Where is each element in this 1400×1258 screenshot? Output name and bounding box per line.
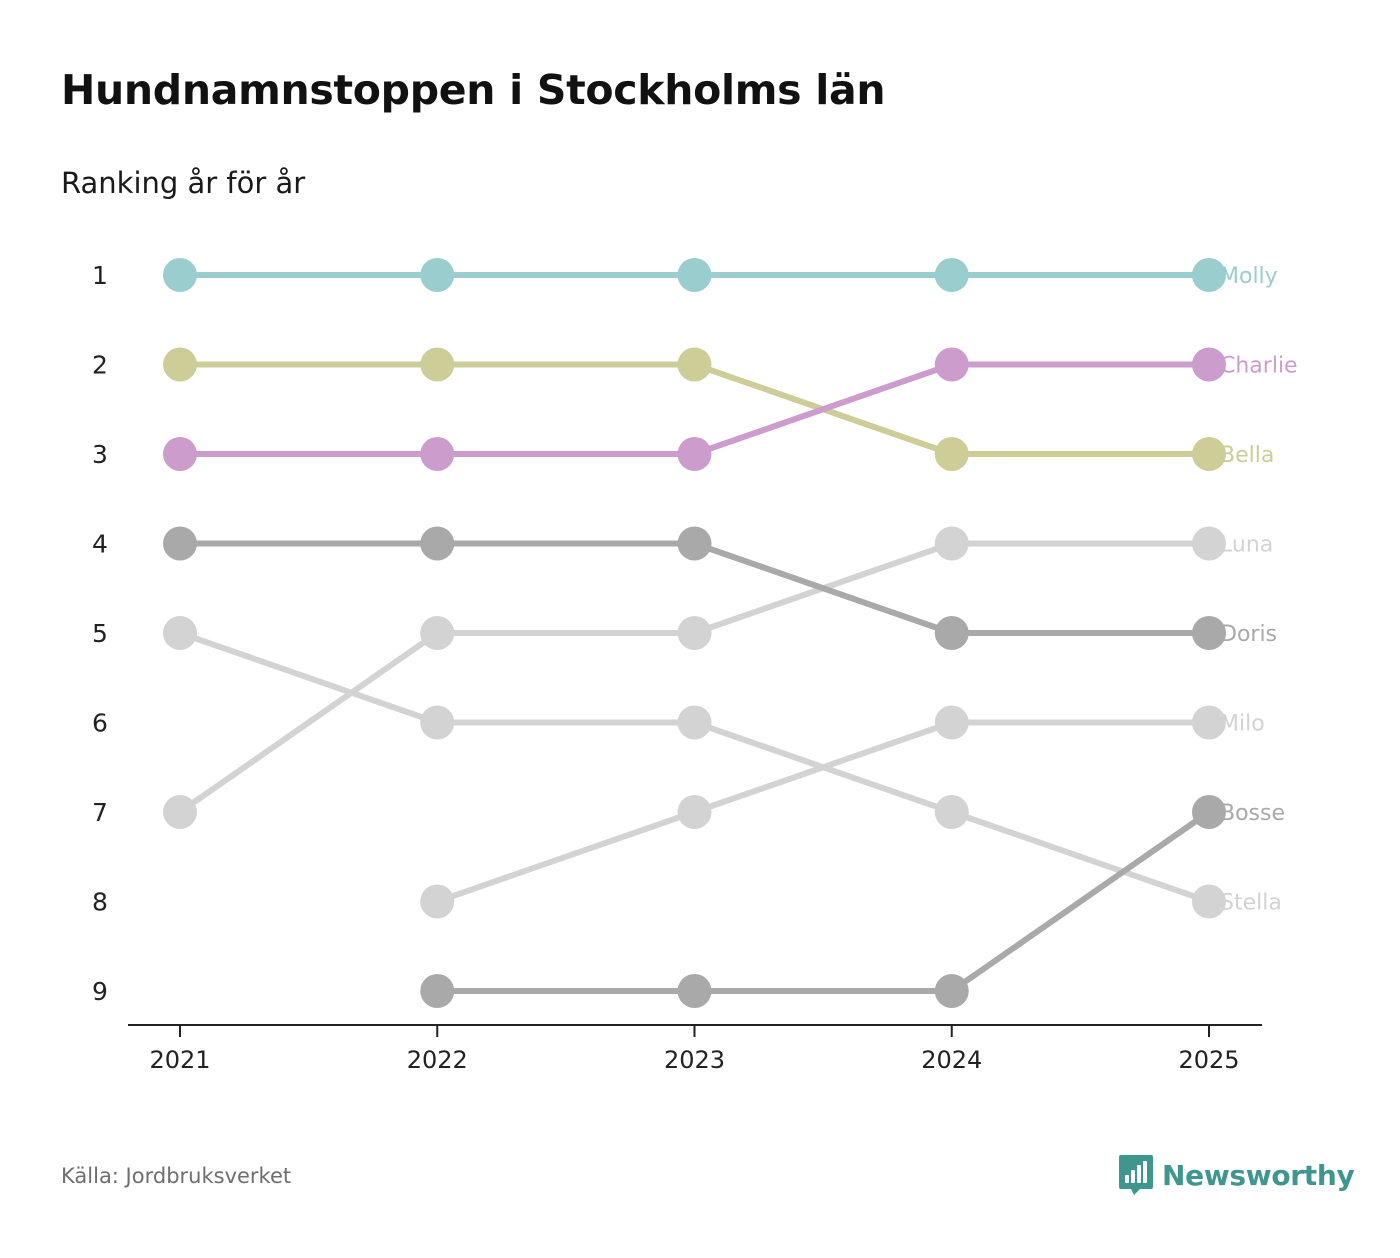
- point-charlie-2021: [163, 437, 197, 471]
- series-molly: [163, 258, 1226, 292]
- point-charlie-2022: [420, 437, 455, 471]
- series-label-molly: Molly: [1220, 264, 1278, 289]
- series-label-doris: Doris: [1220, 622, 1277, 647]
- point-doris-2022: [420, 526, 455, 561]
- point-doris-2025: [1192, 616, 1226, 650]
- series-label-stella: Stella: [1220, 891, 1282, 916]
- point-bella-2024: [934, 437, 969, 471]
- y-tick-label-1: 1: [92, 261, 108, 290]
- x-tick-label-2024: 2024: [921, 1046, 982, 1074]
- point-doris-2024: [934, 616, 969, 650]
- point-luna-2023: [677, 616, 712, 650]
- x-tick-label-2022: 2022: [407, 1046, 468, 1074]
- point-doris-2021: [163, 526, 197, 561]
- axes: 1 2 3 4 5 6 7 8 9 2021 2022 2023 2024 2025: [92, 261, 1262, 1074]
- y-tick-label-2: 2: [92, 351, 108, 380]
- point-molly-2024: [934, 258, 969, 292]
- point-stella-2022: [420, 705, 455, 740]
- point-milo-2024: [934, 705, 969, 740]
- point-stella-2021: [163, 616, 197, 650]
- series-label-bella: Bella: [1220, 443, 1274, 468]
- series-charlie: [163, 347, 1226, 471]
- y-tick-label-6: 6: [92, 709, 108, 738]
- source-note: Källa: Jordbruksverket: [61, 1164, 292, 1188]
- y-tick-label-4: 4: [92, 530, 108, 559]
- point-bella-2021: [163, 347, 197, 382]
- y-tick-label-8: 8: [92, 888, 108, 917]
- series-labels: Luna Milo Stella Doris Bosse Bella Charlie Moll…: [1220, 264, 1298, 916]
- point-luna-2024: [934, 526, 969, 561]
- series-doris: [163, 526, 1226, 650]
- point-molly-2022: [420, 258, 455, 292]
- point-bosse-2024: [934, 974, 969, 1008]
- series-line-stella-2021-2022: [177, 630, 441, 726]
- y-tick-label-7: 7: [92, 798, 108, 827]
- series-line-charlie-2023-2024: [691, 361, 955, 457]
- series-line-doris-2023-2024: [691, 540, 955, 636]
- point-charlie-2024: [934, 347, 969, 382]
- y-tick-label-9: 9: [92, 977, 108, 1006]
- x-tick-label-2021: 2021: [149, 1046, 210, 1074]
- x-tick-label-2025: 2025: [1178, 1046, 1239, 1074]
- series-line-luna-2021-2022: [177, 630, 441, 815]
- series-luna: [163, 526, 1226, 829]
- series-label-charlie: Charlie: [1220, 354, 1298, 379]
- y-tick-label-5: 5: [92, 619, 108, 648]
- y-tick-label-3: 3: [92, 440, 108, 469]
- brand-logo: Newsworthy: [1118, 1152, 1355, 1198]
- point-molly-2023: [677, 258, 712, 292]
- point-stella-2025: [1192, 884, 1226, 919]
- x-tick-label-2023: 2023: [664, 1046, 725, 1074]
- point-doris-2023: [677, 526, 712, 561]
- point-bella-2025: [1192, 437, 1226, 471]
- series-line-milo-2022-2023: [434, 809, 698, 905]
- point-molly-2021: [163, 258, 197, 292]
- series-line-bosse-2024-2025: [948, 809, 1212, 994]
- series-label-bosse: Bosse: [1220, 801, 1285, 826]
- point-molly-2025: [1192, 258, 1226, 292]
- series-stella: [163, 616, 1226, 919]
- point-bosse-2022: [420, 974, 455, 1008]
- point-bosse-2023: [677, 974, 712, 1008]
- chart-subtitle: Ranking år för år: [61, 166, 306, 200]
- point-charlie-2023: [677, 437, 712, 471]
- series-line-stella-2023-2024: [691, 719, 955, 815]
- series-lines: [163, 258, 1226, 1008]
- brand-name: Newsworthy: [1162, 1158, 1355, 1192]
- point-luna-2021: [163, 795, 197, 829]
- series-line-stella-2024-2025: [948, 809, 1212, 905]
- series-label-milo: Milo: [1220, 712, 1265, 737]
- point-milo-2025: [1192, 705, 1226, 740]
- point-stella-2023: [677, 705, 712, 740]
- series-bosse: [420, 795, 1226, 1008]
- point-stella-2024: [934, 795, 969, 829]
- point-charlie-2025: [1192, 347, 1226, 382]
- chart-title: Hundnamnstoppen i Stockholms län: [61, 66, 886, 114]
- point-luna-2025: [1192, 526, 1226, 561]
- point-milo-2023: [677, 795, 712, 829]
- point-luna-2022: [420, 616, 455, 650]
- point-bosse-2025: [1192, 795, 1226, 829]
- point-milo-2022: [420, 884, 455, 919]
- series-label-luna: Luna: [1220, 533, 1273, 558]
- series-bella: [163, 347, 1226, 471]
- newsworthy-logo-icon: [1119, 1155, 1153, 1195]
- point-bella-2023: [677, 347, 712, 382]
- point-bella-2022: [420, 347, 455, 382]
